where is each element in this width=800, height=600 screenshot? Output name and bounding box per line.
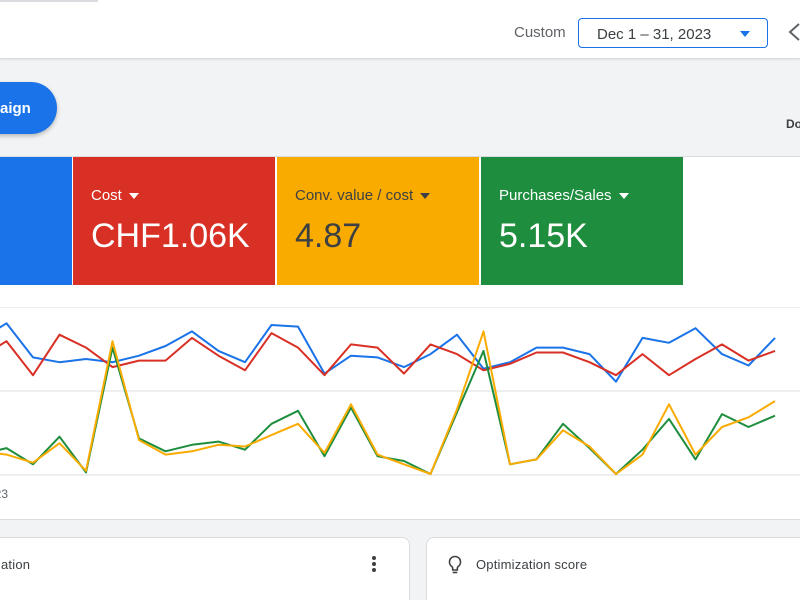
dropdown-caret-icon <box>618 193 629 200</box>
more-options-icon[interactable] <box>366 554 382 576</box>
metric-tile-purchases[interactable]: Purchases/Sales 5.15K <box>481 157 683 285</box>
card-title: ation <box>1 557 31 572</box>
optimization-score-card: Optimization score <box>426 537 800 600</box>
date-range-selector[interactable]: Dec 1 – 31, 2023 <box>578 18 768 48</box>
series-line-green <box>0 346 776 475</box>
dropdown-caret-icon <box>128 193 139 200</box>
metric-tile-cost[interactable]: Cost CHF1.06K <box>73 157 275 285</box>
chevron-left-icon[interactable] <box>786 20 800 44</box>
lightbulb-icon <box>448 555 462 574</box>
download-link[interactable]: Do <box>786 117 800 131</box>
series-line-red <box>0 332 776 377</box>
metric-tile-clicks[interactable] <box>0 157 72 285</box>
line-chart-svg <box>0 307 800 476</box>
metric-value: 5.15K <box>499 217 588 255</box>
performance-panel: Cost CHF1.06K Conv. value / cost 4.87 Pu… <box>0 156 800 520</box>
metric-tile-conv-value-cost[interactable]: Conv. value / cost 4.87 <box>277 157 479 285</box>
date-range-value: Dec 1 – 31, 2023 <box>597 26 712 43</box>
metric-value: 4.87 <box>295 217 362 255</box>
recommendations-card: ation <box>0 537 410 600</box>
series-line-blue <box>0 322 776 383</box>
new-campaign-label: aign <box>0 100 31 117</box>
dropdown-caret-icon <box>420 193 431 200</box>
date-range-type-label: Custom <box>514 24 566 41</box>
dropdown-caret-icon <box>740 31 750 37</box>
metric-value: CHF1.06K <box>91 217 250 255</box>
metric-label: Conv. value / cost <box>295 187 431 204</box>
line-chart <box>0 307 800 507</box>
series-line-yellow <box>0 330 776 475</box>
metric-label: Purchases/Sales <box>499 187 629 204</box>
top-bar: Custom Dec 1 – 31, 2023 <box>0 0 800 59</box>
tab-stub <box>0 0 98 2</box>
metric-label: Cost <box>91 187 139 204</box>
card-title: Optimization score <box>476 557 588 572</box>
x-axis-label: 023 <box>0 487 9 501</box>
new-campaign-button[interactable]: aign <box>0 82 57 134</box>
